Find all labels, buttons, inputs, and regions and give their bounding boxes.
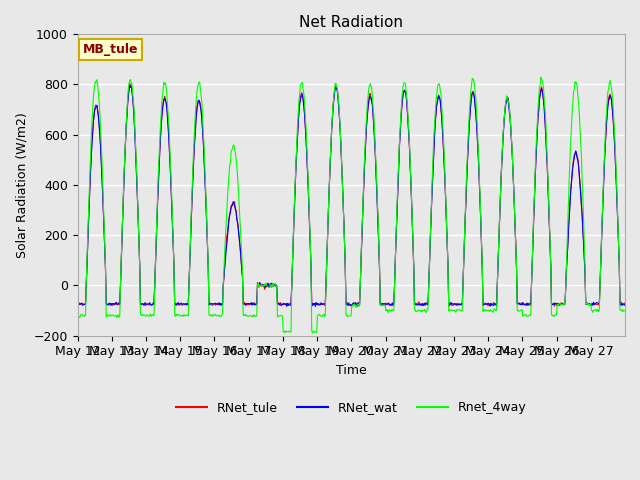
Rnet_4way [287, 329, 294, 335]
RNet_wat [409, 241, 417, 247]
RNet_tule [266, 281, 274, 287]
RNet_wat [312, 303, 319, 309]
X-axis label: Time: Time [336, 364, 367, 377]
Rnet_4way [138, 313, 146, 319]
Line: RNet_wat: RNet_wat [77, 86, 625, 306]
RNet_wat [139, 301, 147, 307]
Rnet_4way [266, 285, 273, 290]
Rnet_4way [537, 74, 545, 80]
RNet_wat [74, 302, 81, 308]
RNet_wat [126, 83, 134, 89]
Legend: RNet_tule, RNet_wat, Rnet_4way: RNet_tule, RNet_wat, Rnet_4way [171, 396, 532, 419]
RNet_wat [287, 300, 295, 306]
RNet_tule [287, 301, 295, 307]
Rnet_4way [621, 307, 629, 313]
RNet_tule [550, 303, 558, 309]
Text: MB_tule: MB_tule [83, 43, 139, 56]
RNet_tule [239, 301, 247, 307]
RNet_wat [239, 300, 247, 306]
RNet_tule [139, 300, 147, 306]
Title: Net Radiation: Net Radiation [300, 15, 403, 30]
RNet_wat [440, 151, 447, 157]
Line: Rnet_4way: Rnet_4way [77, 77, 625, 333]
Rnet_4way [408, 218, 416, 224]
RNet_wat [621, 302, 629, 308]
Line: RNet_tule: RNet_tule [77, 84, 625, 306]
RNet_tule [74, 301, 81, 307]
RNet_tule [621, 300, 629, 306]
Rnet_4way [308, 330, 316, 336]
Rnet_4way [439, 126, 447, 132]
RNet_tule [439, 136, 447, 142]
RNet_wat [266, 282, 274, 288]
Rnet_4way [74, 312, 81, 318]
RNet_tule [408, 221, 416, 227]
RNet_tule [126, 81, 134, 86]
Y-axis label: Solar Radiation (W/m2): Solar Radiation (W/m2) [15, 112, 28, 258]
Rnet_4way [239, 269, 246, 275]
